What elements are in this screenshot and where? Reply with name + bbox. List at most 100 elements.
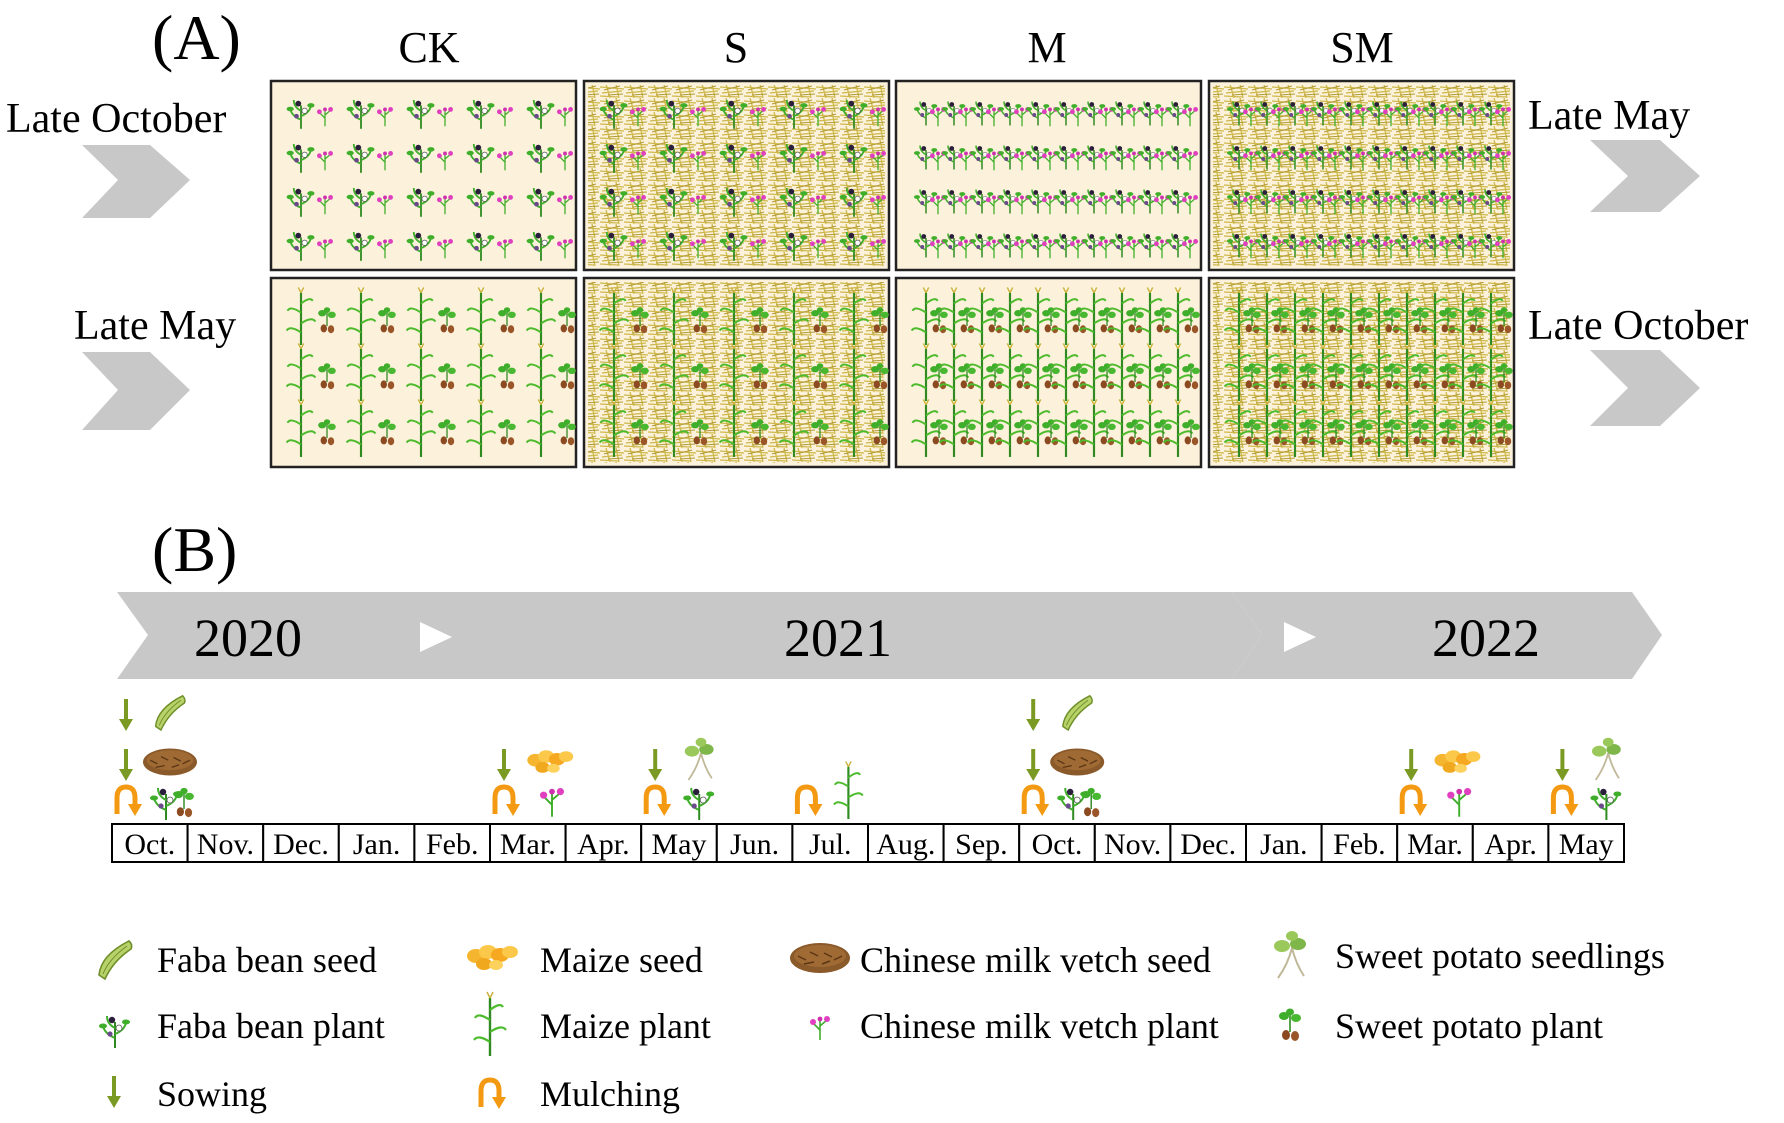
month-box <box>942 823 1021 863</box>
legend-mulching: Mulching <box>540 1074 680 1114</box>
month-box <box>413 823 491 863</box>
panel-a-graphic <box>82 79 1700 469</box>
month-box <box>564 823 643 863</box>
mulching-icon <box>481 1080 506 1109</box>
plot-ck-row2 <box>269 276 578 469</box>
month-label: Nov. <box>1104 828 1161 861</box>
sp-seedlings-icon <box>683 736 715 781</box>
month-label: Jan. <box>1260 828 1308 861</box>
maize-seed-icon <box>1434 750 1481 773</box>
mulching-icon <box>495 787 520 816</box>
sp-plant-icon <box>1080 787 1102 818</box>
month-label: Dec. <box>273 828 329 861</box>
month-label: Feb. <box>1333 828 1386 861</box>
sowing-icon <box>105 1074 123 1110</box>
chevron-arrow-icon <box>1590 140 1700 212</box>
month-label: Aug. <box>876 828 935 861</box>
maize-seed-icon <box>467 945 518 970</box>
legend-maize-seed: Maize seed <box>540 940 703 980</box>
year-2021: 2021 <box>784 608 892 668</box>
month-label: Mar. <box>500 828 556 861</box>
mulching-icon <box>646 787 671 816</box>
legend-sowing: Sowing <box>157 1074 268 1114</box>
month-box <box>262 823 340 863</box>
faba-plant-icon <box>682 787 716 821</box>
faba-seed-icon <box>154 695 186 731</box>
month-label: Apr. <box>1484 828 1537 861</box>
month-box <box>1547 823 1626 863</box>
month-label: Jan. <box>353 828 401 861</box>
month-label: May <box>652 828 707 861</box>
month-box <box>791 823 870 863</box>
month-box <box>1471 823 1550 863</box>
sowing-icon <box>646 747 665 783</box>
column-header-m: M <box>1027 23 1067 72</box>
month-label: Oct. <box>1032 828 1083 861</box>
maize-plant-icon <box>472 990 508 1058</box>
sp-plant-icon <box>1278 1007 1302 1042</box>
faba-seed-icon <box>98 940 133 980</box>
panel-b-label: (B) <box>152 514 238 585</box>
legend-cmv-plant: Chinese milk vetch plant <box>860 1006 1219 1046</box>
sowing-icon <box>117 747 135 783</box>
month-label: Mar. <box>1407 828 1463 861</box>
maize-plant-icon <box>832 760 864 821</box>
sowing-icon <box>1553 747 1572 783</box>
sowing-icon <box>495 747 513 783</box>
legend-faba-seed: Faba bean seed <box>157 940 377 980</box>
month-label: Jul. <box>809 828 852 861</box>
play-marker-icon <box>1284 622 1316 652</box>
year-band-2020 <box>117 592 402 679</box>
cmv-seed-icon <box>789 942 851 974</box>
panel-a-label: (A) <box>152 2 241 73</box>
sowing-icon <box>1024 697 1043 733</box>
month-label: Oct. <box>124 828 175 861</box>
year-2020: 2020 <box>194 608 302 668</box>
mulching-icon <box>1402 787 1427 816</box>
cmv-plant-icon <box>809 1015 831 1041</box>
mulching-icon <box>1024 787 1049 816</box>
sowing-icon <box>117 697 135 733</box>
faba-plant-icon <box>98 1015 131 1049</box>
sp-seedlings-icon <box>1591 736 1622 781</box>
left-label-late-october: Late October <box>6 96 227 142</box>
month-label: Feb. <box>426 828 479 861</box>
cmv-plant-icon <box>539 787 565 818</box>
mulching-icon <box>797 787 822 816</box>
sowing-icon <box>1024 747 1043 783</box>
left-label-late-may: Late May <box>74 303 237 349</box>
sp-seedling-icon <box>1273 930 1307 979</box>
chevron-arrow-icon <box>1590 350 1700 426</box>
right-label-late-may: Late May <box>1528 93 1691 139</box>
play-marker-icon <box>420 622 452 652</box>
column-header-ck: CK <box>398 23 460 72</box>
month-label: Nov. <box>197 828 254 861</box>
chevron-arrow-icon <box>82 352 190 430</box>
legend-sp-plant: Sweet potato plant <box>1335 1006 1603 1046</box>
maize-seed-icon <box>527 750 574 773</box>
month-box <box>640 823 718 863</box>
faba-plant-icon <box>1589 787 1623 821</box>
month-label: Dec. <box>1180 828 1236 861</box>
legend-faba-plant: Faba bean plant <box>157 1006 385 1046</box>
cmv-seed-icon <box>142 747 198 777</box>
month-label: Apr. <box>577 828 630 861</box>
cmv-plant-icon <box>1446 787 1473 818</box>
month-label: Sep. <box>955 828 1008 861</box>
column-header-s: S <box>723 23 749 72</box>
mulching-icon <box>117 787 142 816</box>
mulching-icon <box>1553 787 1578 816</box>
legend-cmv-seed: Chinese milk vetch seed <box>860 940 1211 980</box>
chevron-arrow-icon <box>82 145 190 218</box>
legend-maize-plant: Maize plant <box>540 1006 711 1046</box>
year-2022: 2022 <box>1432 608 1540 668</box>
month-label: Jun. <box>730 828 779 861</box>
legend-sp-seedlings: Sweet potato seedlings <box>1335 936 1665 976</box>
month-box <box>715 823 794 863</box>
year-band-2021 <box>367 592 1262 679</box>
month-box <box>489 823 567 863</box>
sowing-icon <box>1402 747 1421 783</box>
cmv-seed-icon <box>1049 747 1105 777</box>
year-band-2022 <box>1232 592 1662 679</box>
month-box <box>1018 823 1096 863</box>
